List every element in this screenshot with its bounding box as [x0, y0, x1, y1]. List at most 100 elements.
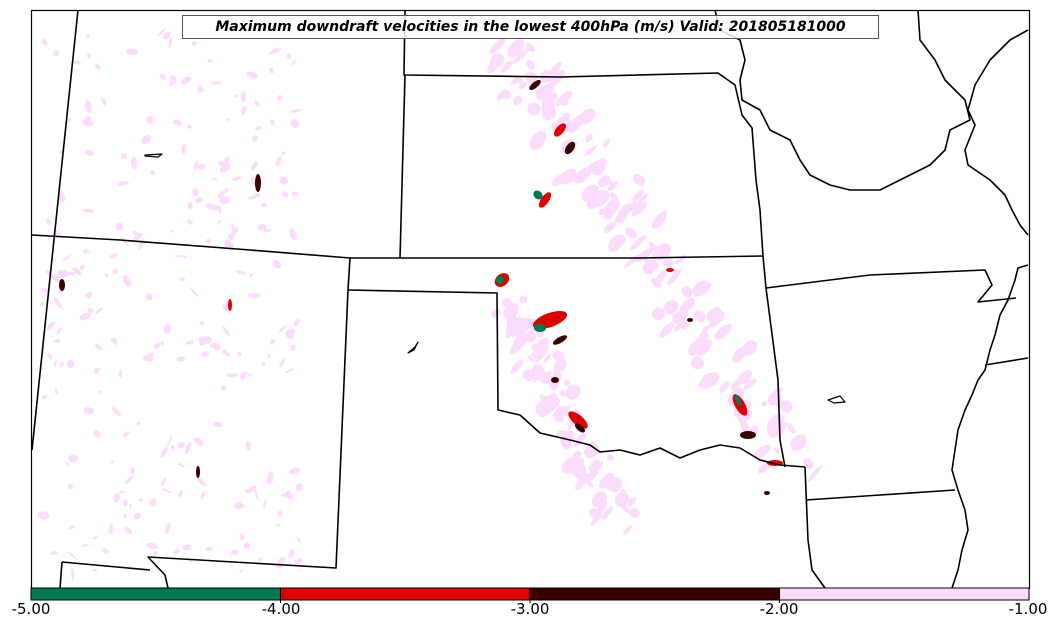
- weak-downdraft-area: [242, 371, 253, 377]
- border-utah-colorado-west: [31, 9, 79, 451]
- weak-downdraft-area: [290, 119, 299, 129]
- weak-downdraft-area: [744, 378, 757, 390]
- weak-downdraft-area: [165, 522, 171, 534]
- weak-downdraft-area: [41, 38, 48, 46]
- weak-downdraft-area: [565, 121, 578, 133]
- weak-downdraft-area: [181, 143, 187, 154]
- weak-downdraft-area: [651, 210, 668, 229]
- weak-downdraft-area: [507, 39, 525, 58]
- weak-downdraft-area: [506, 324, 519, 338]
- weak-downdraft-area: [767, 420, 787, 439]
- weak-downdraft-area: [659, 322, 674, 338]
- weak-downdraft-area: [246, 71, 259, 79]
- weak-downdraft-area: [607, 180, 618, 192]
- weak-downdraft-area: [123, 274, 131, 287]
- weak-downdraft-area: [625, 227, 638, 239]
- downdraft-core: [496, 276, 504, 284]
- downdraft-core: [564, 141, 576, 155]
- weak-downdraft-area: [652, 307, 666, 321]
- weak-downdraft-area: [529, 130, 547, 150]
- weak-downdraft-area: [85, 149, 94, 156]
- border-texas-louisiana: [804, 466, 826, 589]
- weak-downdraft-area: [565, 384, 581, 400]
- weak-downdraft-area: [522, 369, 536, 382]
- weak-downdraft-area: [247, 293, 261, 299]
- weak-downdraft-area: [607, 454, 614, 461]
- weak-downdraft-area: [629, 507, 640, 518]
- downdraft-core: [533, 190, 543, 200]
- weak-downdraft-area: [593, 461, 604, 473]
- downdraft-core: [196, 466, 200, 478]
- weak-downdraft-area: [95, 307, 103, 314]
- weak-downdraft-area: [559, 389, 567, 397]
- weak-downdraft-area: [585, 187, 599, 202]
- weak-downdraft-area: [130, 467, 135, 476]
- weak-downdraft-area: [217, 190, 226, 198]
- weak-downdraft-area: [231, 222, 235, 232]
- weak-downdraft-area: [83, 248, 90, 254]
- weak-downdraft-area: [166, 435, 173, 447]
- weak-downdraft-area: [66, 117, 72, 122]
- weak-downdraft-area: [627, 496, 637, 507]
- weak-downdraft-area: [673, 254, 687, 265]
- downdraft-core: [538, 192, 552, 208]
- weak-downdraft-area: [236, 270, 246, 275]
- weak-downdraft-area: [149, 498, 157, 507]
- weak-downdraft-area: [47, 352, 53, 361]
- weak-downdraft-area: [210, 81, 222, 85]
- weak-downdraft-area: [159, 73, 167, 80]
- weak-downdraft-area: [513, 48, 530, 64]
- weak-downdraft-area: [286, 52, 292, 59]
- weak-downdraft-area: [607, 235, 623, 252]
- downdraft-core: [734, 393, 742, 407]
- weak-downdraft-area: [278, 324, 288, 333]
- weak-downdraft-area: [708, 311, 725, 328]
- weak-downdraft-area: [275, 155, 282, 167]
- weak-downdraft-area: [157, 28, 166, 37]
- weak-downdraft-area: [803, 458, 814, 470]
- weak-downdraft-area: [150, 170, 156, 176]
- weak-downdraft-area: [113, 492, 121, 503]
- weak-downdraft-area: [250, 161, 258, 171]
- weak-downdraft-area: [224, 188, 229, 193]
- weak-downdraft-area: [184, 441, 192, 454]
- weak-downdraft-area: [193, 159, 199, 171]
- weak-downdraft-area: [620, 504, 631, 514]
- weak-downdraft-area: [178, 490, 184, 498]
- weak-downdraft-area: [124, 475, 134, 485]
- weak-downdraft-area: [211, 177, 218, 181]
- weak-downdraft-area: [216, 219, 222, 225]
- weak-downdraft-area: [700, 374, 715, 389]
- border-nebraska-kansas: [403, 9, 764, 257]
- weak-downdraft-area: [719, 381, 730, 393]
- weak-downdraft-area: [54, 338, 61, 344]
- weak-downdraft-area: [87, 308, 94, 314]
- weak-downdraft-area: [153, 551, 158, 556]
- weak-downdraft-area: [207, 58, 212, 63]
- weak-downdraft-area: [261, 361, 266, 366]
- weak-downdraft-area: [282, 151, 286, 156]
- weak-downdraft-area: [276, 94, 283, 101]
- weak-downdraft-area: [620, 488, 626, 494]
- border-arkansas-north: [765, 269, 1017, 303]
- weak-downdraft-area: [129, 503, 132, 509]
- weak-downdraft-area: [97, 390, 102, 394]
- weak-downdraft-area: [525, 42, 535, 52]
- weak-downdraft-area: [234, 502, 244, 509]
- weak-downdraft-area: [84, 99, 92, 113]
- weak-downdraft-area: [170, 229, 175, 233]
- border-colorado-kansas: [399, 74, 406, 259]
- weak-downdraft-area: [193, 437, 204, 446]
- weak-downdraft-area: [296, 536, 301, 543]
- weak-downdraft-area: [513, 95, 523, 105]
- weak-downdraft-area: [542, 370, 552, 382]
- border-colorado-newmexico: [347, 257, 351, 291]
- weak-downdraft-area: [218, 160, 229, 169]
- weak-downdraft-area: [590, 513, 602, 526]
- weak-downdraft-area: [526, 60, 536, 70]
- weak-downdraft-area: [79, 264, 86, 271]
- weak-downdraft-area: [226, 373, 239, 377]
- weak-downdraft-area: [574, 167, 592, 184]
- weak-downdraft-area: [51, 274, 61, 283]
- weak-downdraft-area: [119, 490, 125, 494]
